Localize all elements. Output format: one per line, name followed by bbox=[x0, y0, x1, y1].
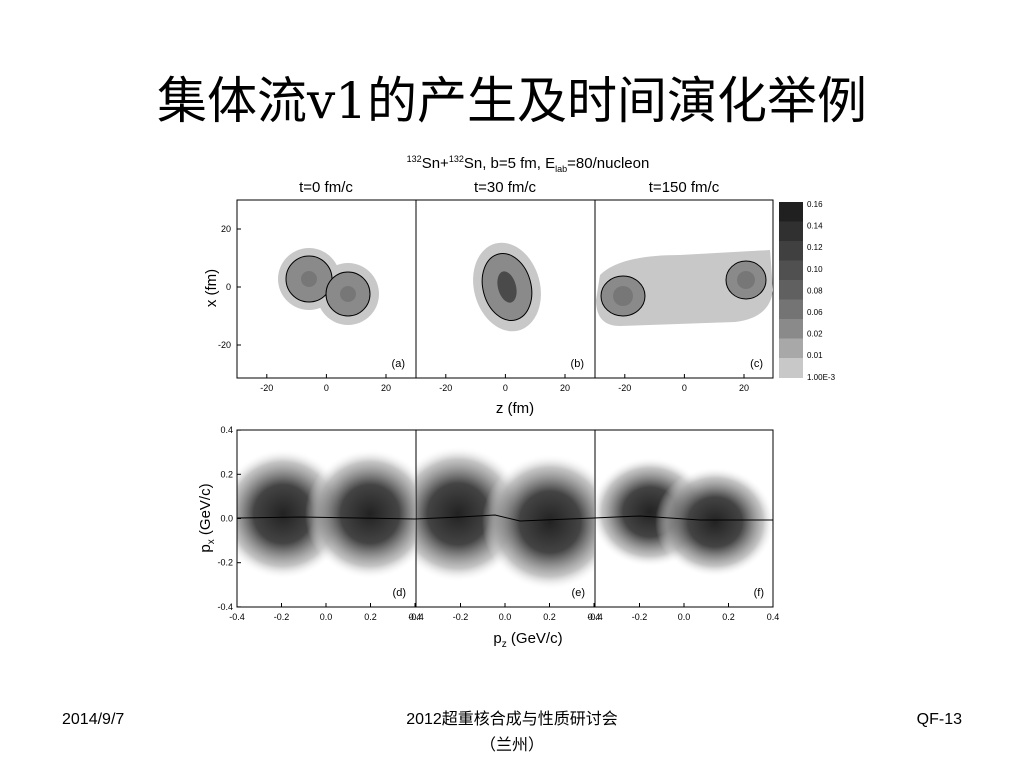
colorbar-label: 0.02 bbox=[807, 330, 823, 339]
y-axis-label: x (fm) bbox=[203, 269, 220, 307]
x-tick-label: 0.4 bbox=[767, 612, 780, 622]
y-tick-label: 20 bbox=[221, 224, 231, 234]
colorbar bbox=[779, 202, 803, 378]
x-tick-label: 0.2 bbox=[364, 612, 377, 622]
x-tick-label: 0.2 bbox=[543, 612, 556, 622]
y-tick-label: -20 bbox=[218, 340, 231, 350]
panel-label: (c) bbox=[750, 358, 763, 370]
panel-label: (e) bbox=[572, 587, 585, 599]
colorbar-label: 0.08 bbox=[807, 286, 823, 295]
x-axis-label: pz (GeV/c) bbox=[493, 630, 562, 650]
colorbar-label: 0.12 bbox=[807, 243, 823, 252]
y-axis-label: px (GeV/c) bbox=[197, 483, 217, 552]
footer-code: QF-13 bbox=[917, 711, 962, 728]
x-tick-label: 0.4 bbox=[588, 612, 601, 622]
colorbar-label: 0.10 bbox=[807, 265, 823, 274]
colorbar-label: 1.00E-3 bbox=[807, 373, 836, 382]
colorbar-label: 0.16 bbox=[807, 200, 823, 209]
y-tick-label: 0.0 bbox=[220, 514, 233, 524]
y-tick-label: -0.2 bbox=[217, 558, 233, 568]
x-tick-label: -20 bbox=[439, 383, 452, 393]
x-tick-label: -0.2 bbox=[632, 612, 648, 622]
figure-title: 132Sn+132Sn, b=5 fm, Elab=80/nucleon bbox=[407, 154, 650, 174]
x-tick-label: -20 bbox=[618, 383, 631, 393]
x-tick-label: 20 bbox=[560, 383, 570, 393]
y-tick-label: -0.4 bbox=[217, 602, 233, 612]
panel-label: (d) bbox=[393, 587, 406, 599]
x-tick-label: -0.4 bbox=[408, 612, 424, 622]
panel-label: (a) bbox=[392, 358, 405, 370]
x-tick-label: 0.0 bbox=[499, 612, 512, 622]
x-tick-label: 0 bbox=[682, 383, 687, 393]
colorbar-label: 0.14 bbox=[807, 222, 823, 231]
y-tick-label: 0.4 bbox=[220, 425, 233, 435]
x-tick-label: 0 bbox=[503, 383, 508, 393]
x-tick-label: -20 bbox=[260, 383, 273, 393]
footer-meeting: 2012超重核合成与性质研讨会 bbox=[406, 710, 618, 728]
colorbar-label: 0.01 bbox=[807, 351, 823, 360]
panel-title: t=0 fm/c bbox=[299, 179, 353, 196]
x-tick-label: 0.0 bbox=[678, 612, 691, 622]
colorbar-label: 0.06 bbox=[807, 308, 823, 317]
footer-place: （兰州） bbox=[480, 736, 544, 754]
x-tick-label: 0 bbox=[324, 383, 329, 393]
footer-date: 2014/9/7 bbox=[62, 711, 124, 728]
x-axis-label: z (fm) bbox=[496, 400, 534, 417]
x-tick-label: -0.2 bbox=[274, 612, 290, 622]
y-tick-label: 0.2 bbox=[220, 469, 233, 479]
panel-label: (b) bbox=[571, 358, 584, 370]
panel-title: t=150 fm/c bbox=[649, 179, 720, 196]
x-tick-label: -0.4 bbox=[229, 612, 245, 622]
panel-title: t=30 fm/c bbox=[474, 179, 537, 196]
x-tick-label: -0.4 bbox=[587, 612, 603, 622]
panel-label: (f) bbox=[754, 587, 764, 599]
y-tick-label: 0 bbox=[226, 282, 231, 292]
x-tick-label: -0.2 bbox=[453, 612, 469, 622]
slide-title: 集体流v1的产生及时间演化举例 bbox=[157, 72, 867, 130]
x-tick-label: 0.2 bbox=[722, 612, 735, 622]
x-tick-label: 20 bbox=[381, 383, 391, 393]
x-tick-label: 0.4 bbox=[409, 612, 422, 622]
momentum-plots bbox=[236, 429, 774, 608]
x-tick-label: 20 bbox=[739, 383, 749, 393]
density-plots bbox=[236, 199, 774, 379]
x-tick-label: 0.0 bbox=[320, 612, 333, 622]
